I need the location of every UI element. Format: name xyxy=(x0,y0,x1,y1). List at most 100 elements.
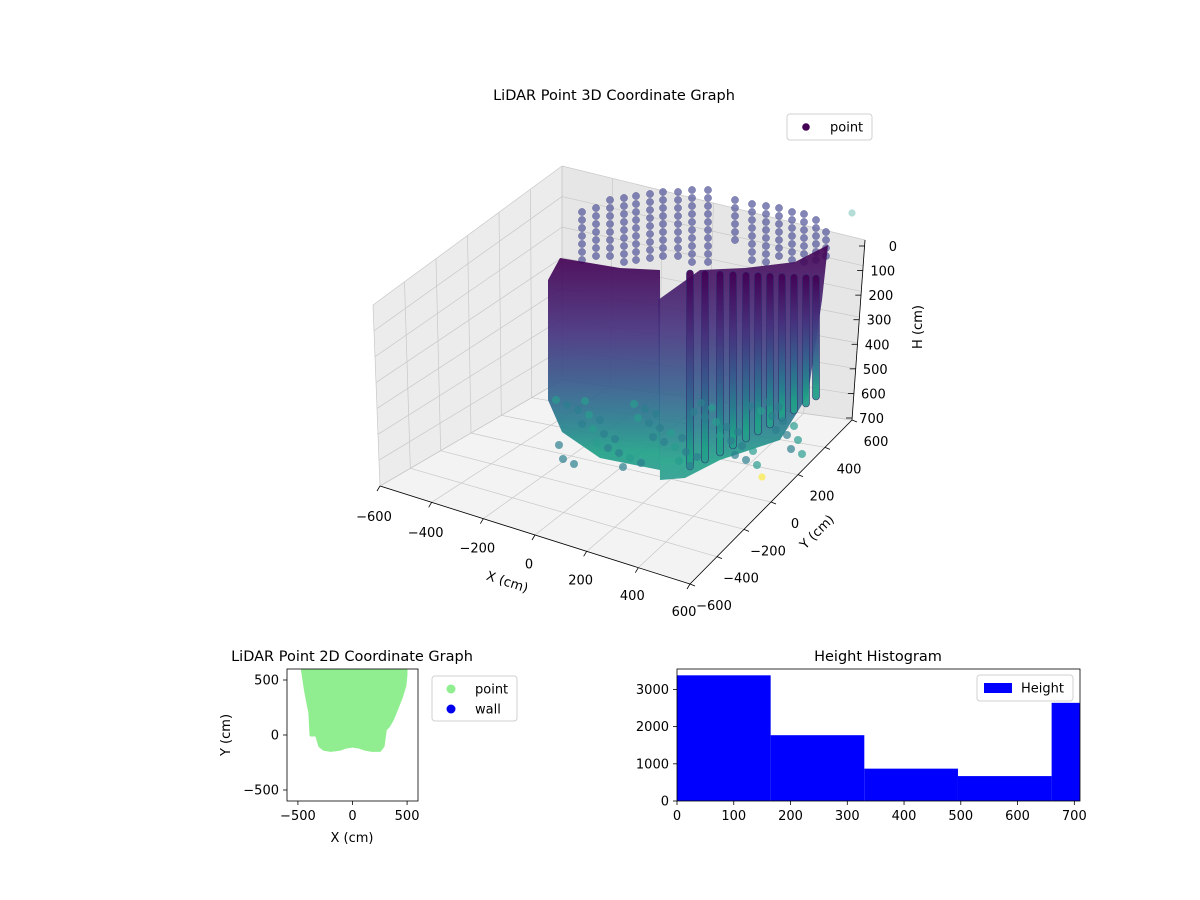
cloud-point xyxy=(592,228,600,236)
cloud-point xyxy=(704,226,712,234)
cloud-point xyxy=(716,432,724,440)
cloud-point xyxy=(704,234,712,242)
y-3d-tick xyxy=(743,528,750,532)
cloud-point xyxy=(667,429,675,437)
x-3d-tick xyxy=(583,551,588,557)
cloud-point xyxy=(748,248,756,256)
cloud-point xyxy=(762,250,770,258)
chart-3d: LiDAR Point 3D Coordinate Graph −600 −400… xyxy=(356,88,926,620)
cloud-point xyxy=(701,413,709,421)
cloud-point xyxy=(589,425,597,433)
cloud-point xyxy=(762,218,770,226)
cloud-point xyxy=(822,228,830,236)
cloud-column xyxy=(802,274,810,408)
cloud-point xyxy=(748,208,756,216)
cloud-point xyxy=(570,460,578,468)
cloud-point xyxy=(620,194,628,202)
cloud-point xyxy=(659,188,667,196)
cloud-point xyxy=(632,248,640,256)
cloud-point xyxy=(682,448,690,456)
cloud-point xyxy=(775,252,783,260)
axis-2d-ticks: −500 0 500 −500 0 500 xyxy=(243,674,419,825)
cloud-column xyxy=(729,271,737,450)
y-3d-tick-label: 600 xyxy=(864,435,889,450)
cloud-point xyxy=(659,252,667,260)
histogram-bar xyxy=(864,768,958,801)
cloud-point xyxy=(688,258,696,266)
cloud-point xyxy=(600,430,608,438)
point-cloud-left-block xyxy=(548,258,660,470)
cloud-point xyxy=(604,444,612,452)
x-axis-3d-ticks: −600 −400 −200 0 200 400 600 xyxy=(356,485,697,620)
x-2d-tick-label: −500 xyxy=(280,809,316,824)
cloud-point xyxy=(606,220,614,228)
z-3d-tick-label: 300 xyxy=(867,314,892,329)
chart-2d-title: LiDAR Point 2D Coordinate Graph xyxy=(231,649,473,665)
cloud-point xyxy=(606,204,614,212)
cloud-point xyxy=(704,186,712,194)
cloud-point xyxy=(606,252,614,260)
y-3d-tick-label: 200 xyxy=(810,490,835,505)
cloud-point xyxy=(783,431,791,439)
cloud-point xyxy=(659,204,667,212)
cloud-point xyxy=(659,220,667,228)
cloud-point xyxy=(742,456,750,464)
grid-3d-left-vertical xyxy=(372,304,381,487)
y-3d-tick xyxy=(716,556,723,560)
cloud-point xyxy=(788,240,796,248)
cloud-point xyxy=(646,238,654,246)
cloud-point xyxy=(620,250,628,258)
cloud-point xyxy=(646,206,654,214)
x-3d-tick-label: 600 xyxy=(672,605,697,620)
cloud-point xyxy=(646,198,654,206)
cloud-point xyxy=(723,423,731,431)
chart-2d: LiDAR Point 2D Coordinate Graph −500 0 500… xyxy=(219,649,518,846)
cloud-point xyxy=(675,457,683,465)
cloud-point xyxy=(646,214,654,222)
y-axis-2d-label: Y (cm) xyxy=(219,714,234,757)
cloud-point xyxy=(772,426,780,434)
cloud-point xyxy=(748,256,756,264)
chart-3d-title: LiDAR Point 3D Coordinate Graph xyxy=(493,88,735,104)
cloud-point xyxy=(790,422,798,430)
cloud-point xyxy=(659,236,667,244)
grid-3d-left-vertical xyxy=(530,189,533,398)
cloud-point xyxy=(578,208,586,216)
cloud-point xyxy=(779,417,787,425)
cloud-point xyxy=(704,250,712,258)
cloud-point xyxy=(674,196,682,204)
z-3d-tick-label: 400 xyxy=(865,338,890,353)
legend-histogram: Height xyxy=(976,674,1074,702)
histogram-x-tick-label: 500 xyxy=(948,809,973,824)
y-3d-tick-label: 400 xyxy=(837,462,862,477)
cloud-point xyxy=(660,438,668,446)
cloud-point xyxy=(794,436,802,444)
histogram-x-tick-label: 200 xyxy=(778,809,803,824)
z-3d-tick-label: 100 xyxy=(870,265,895,280)
x-3d-tick-label: −200 xyxy=(459,542,495,557)
cloud-point xyxy=(578,420,586,428)
cloud-column xyxy=(686,269,694,471)
histogram-x-tick-label: 0 xyxy=(673,809,681,824)
cloud-point xyxy=(746,402,754,410)
cloud-point xyxy=(731,204,739,212)
cloud-point xyxy=(578,232,586,240)
cloud-point xyxy=(578,248,586,256)
cloud-point xyxy=(674,244,682,252)
histogram-x-tick-label: 600 xyxy=(1005,809,1030,824)
cloud-point xyxy=(749,447,757,455)
cloud-point xyxy=(632,216,640,224)
cloud-point xyxy=(674,236,682,244)
y-3d-tick-label: −400 xyxy=(723,572,759,587)
cloud-column xyxy=(716,270,724,457)
cloud-point xyxy=(632,200,640,208)
y-3d-tick-label: −600 xyxy=(696,599,732,614)
x-3d-tick xyxy=(531,534,536,541)
x-3d-tick xyxy=(634,567,639,573)
grid-3d-left-vertical xyxy=(498,212,502,416)
legend-3d-label: point xyxy=(830,121,863,136)
cloud-point xyxy=(812,224,820,232)
cloud-point xyxy=(555,441,563,449)
histogram-y-tick-label: 0 xyxy=(661,795,669,810)
